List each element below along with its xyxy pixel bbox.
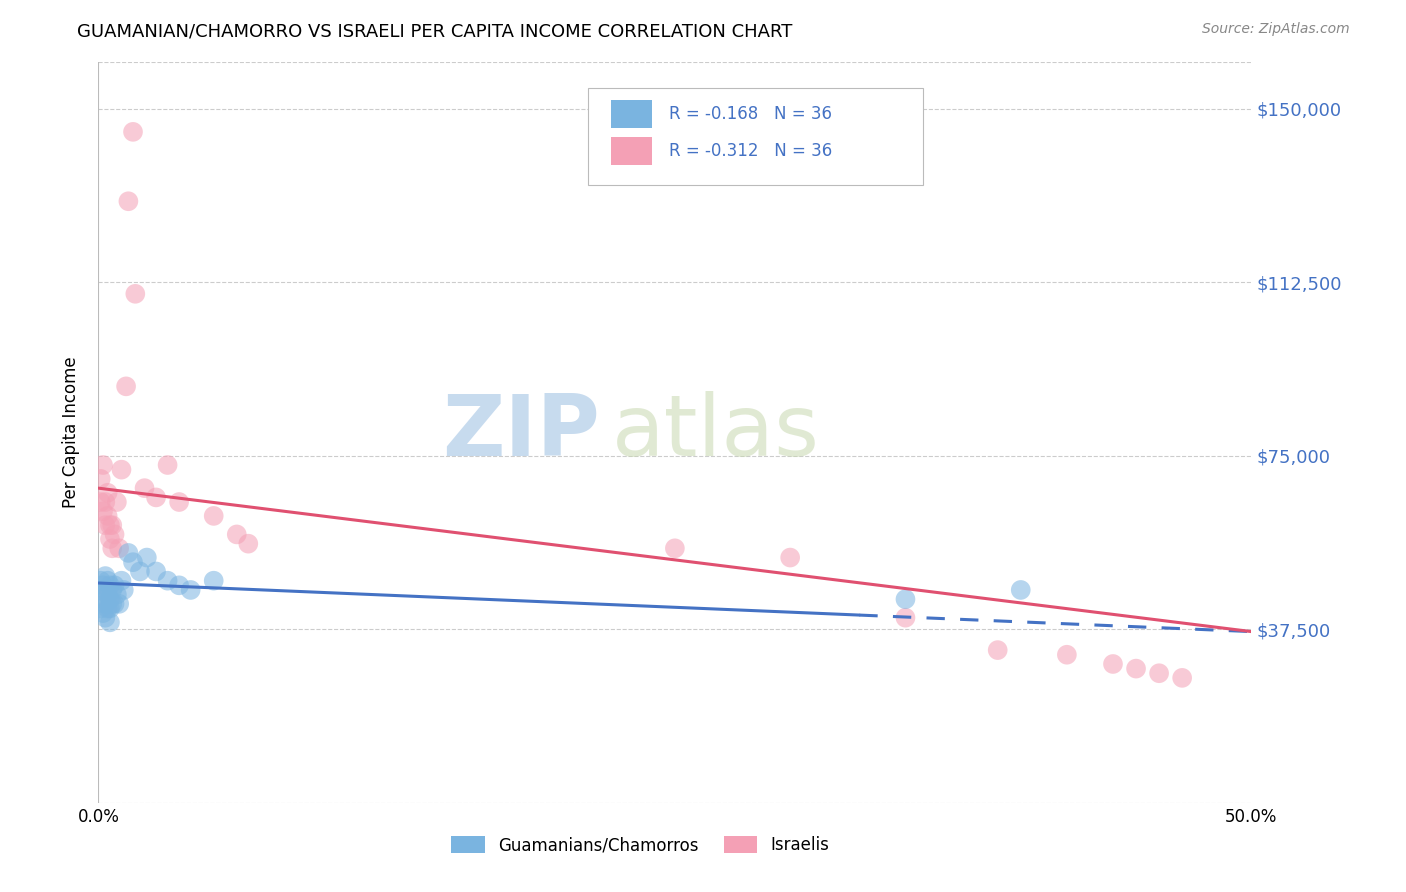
FancyBboxPatch shape <box>612 137 652 165</box>
Point <box>110 574 132 588</box>
Point <box>98 578 121 592</box>
Point <box>90 601 112 615</box>
Point <box>124 286 146 301</box>
Point <box>94 495 117 509</box>
FancyBboxPatch shape <box>612 100 652 128</box>
Point <box>101 582 124 597</box>
Point <box>894 610 917 624</box>
Point <box>779 550 801 565</box>
Point <box>112 582 135 597</box>
Point <box>238 536 260 550</box>
Point <box>1056 648 1078 662</box>
Point <box>1171 671 1194 685</box>
Point <box>122 125 145 139</box>
Point <box>98 592 121 607</box>
Point <box>122 555 145 569</box>
Point <box>103 597 125 611</box>
Point <box>202 508 225 523</box>
Text: R = -0.168   N = 36: R = -0.168 N = 36 <box>669 105 832 123</box>
Point <box>117 194 139 209</box>
Text: GUAMANIAN/CHAMORRO VS ISRAELI PER CAPITA INCOME CORRELATION CHART: GUAMANIAN/CHAMORRO VS ISRAELI PER CAPITA… <box>77 22 793 40</box>
Point <box>91 592 114 607</box>
Legend: Guamanians/Chamorros, Israelis: Guamanians/Chamorros, Israelis <box>444 830 835 861</box>
Point <box>108 597 131 611</box>
Point <box>94 518 117 533</box>
Point <box>97 588 120 602</box>
Point <box>94 597 117 611</box>
Point <box>135 550 157 565</box>
Point <box>145 491 167 505</box>
Point <box>91 504 114 518</box>
Point <box>103 527 125 541</box>
Point <box>91 578 114 592</box>
Point <box>115 379 138 393</box>
Point <box>110 462 132 476</box>
Point <box>156 574 179 588</box>
Point <box>664 541 686 556</box>
Point <box>91 458 114 472</box>
Point <box>101 541 124 556</box>
Point <box>167 578 190 592</box>
Point <box>101 597 124 611</box>
Point <box>129 565 152 579</box>
Point <box>167 495 190 509</box>
Point <box>90 472 112 486</box>
Point <box>105 495 128 509</box>
Point <box>1147 666 1170 681</box>
Point <box>97 508 120 523</box>
FancyBboxPatch shape <box>589 88 922 185</box>
Text: Source: ZipAtlas.com: Source: ZipAtlas.com <box>1202 22 1350 37</box>
Point <box>202 574 225 588</box>
Point <box>94 569 117 583</box>
Point <box>225 527 247 541</box>
Point <box>90 582 112 597</box>
Point <box>97 601 120 615</box>
Point <box>105 588 128 602</box>
Point <box>1010 582 1032 597</box>
Point <box>1102 657 1125 671</box>
Point <box>156 458 179 472</box>
Point <box>90 495 112 509</box>
Point <box>94 610 117 624</box>
Point <box>98 615 121 630</box>
Point <box>90 574 112 588</box>
Point <box>97 574 120 588</box>
Point <box>98 518 121 533</box>
Point <box>1125 662 1147 676</box>
Point <box>894 592 917 607</box>
Point <box>987 643 1010 657</box>
Text: ZIP: ZIP <box>443 391 600 475</box>
Point <box>108 541 131 556</box>
Point <box>145 565 167 579</box>
Point <box>91 606 114 620</box>
Y-axis label: Per Capita Income: Per Capita Income <box>62 357 80 508</box>
Point <box>97 485 120 500</box>
Point <box>134 481 156 495</box>
Point <box>98 532 121 546</box>
Point <box>98 601 121 615</box>
Text: atlas: atlas <box>612 391 820 475</box>
Point <box>103 578 125 592</box>
Text: R = -0.312   N = 36: R = -0.312 N = 36 <box>669 143 832 161</box>
Point <box>101 518 124 533</box>
Point <box>94 582 117 597</box>
Point <box>180 582 202 597</box>
Point <box>117 546 139 560</box>
